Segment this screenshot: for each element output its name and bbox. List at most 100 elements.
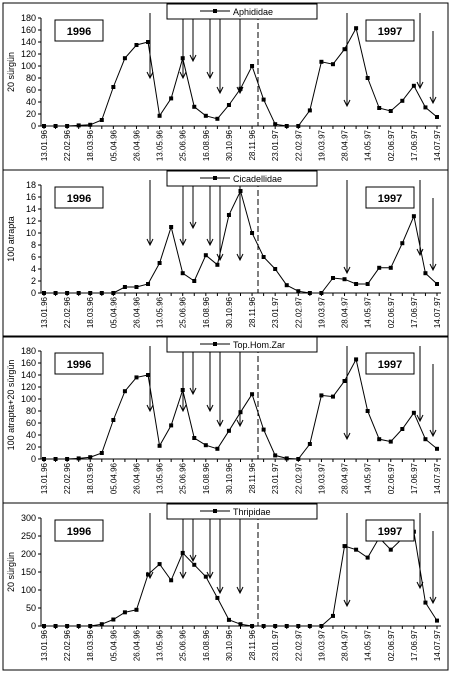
- point: [238, 410, 243, 415]
- point: [192, 562, 197, 567]
- x-tick-label: 28.04.97: [341, 296, 350, 328]
- y-tick-label: 6: [31, 252, 36, 262]
- point: [226, 617, 231, 622]
- x-tick-label: 26.04.96: [132, 296, 141, 328]
- point: [319, 291, 324, 295]
- point: [215, 595, 220, 600]
- x-tick-label: 30.10.96: [225, 629, 234, 661]
- y-tick-label: 100: [21, 585, 36, 595]
- x-tick-label: 05.04.96: [109, 296, 118, 328]
- point: [122, 56, 127, 61]
- arrow-head: [179, 238, 187, 247]
- x-tick-label: 16.08.96: [202, 629, 211, 661]
- point: [146, 572, 151, 577]
- point: [354, 357, 359, 362]
- arrow-head: [179, 71, 187, 80]
- point: [99, 451, 104, 455]
- x-tick-label: 05.04.96: [109, 462, 118, 494]
- point: [261, 255, 266, 259]
- x-tick-label: 18.03.96: [86, 629, 95, 661]
- y-tick-label: 0: [31, 288, 36, 298]
- arrow-head: [216, 253, 224, 262]
- point: [238, 622, 243, 627]
- x-tick-label: 23.01.97: [271, 296, 280, 328]
- x-tick-label: 02.06.97: [387, 462, 396, 494]
- x-tick-label: 17.06.97: [410, 296, 419, 328]
- point: [65, 624, 70, 628]
- point: [435, 446, 439, 451]
- point: [250, 64, 255, 68]
- point: [42, 124, 46, 128]
- y-tick-label: 140: [21, 37, 36, 47]
- y-tick-label: 18: [26, 180, 36, 190]
- arrow-head: [429, 429, 437, 438]
- point: [250, 231, 255, 235]
- y-tick-label: 20: [26, 442, 36, 452]
- point: [134, 285, 139, 289]
- point: [53, 291, 58, 295]
- x-tick-label: 14.07.97: [433, 462, 442, 494]
- annotation-box: [54, 19, 104, 42]
- y-tick-label: 40: [26, 430, 36, 440]
- arrow-head: [236, 253, 244, 262]
- point: [157, 562, 162, 567]
- x-tick-label: 22.02.97: [294, 129, 303, 161]
- x-tick-label: 14.05.97: [364, 462, 373, 494]
- arrow-head: [429, 263, 437, 272]
- y-tick-label: 80: [26, 406, 36, 416]
- point: [192, 279, 197, 283]
- y-tick-label: 4: [31, 264, 36, 274]
- legend-box: [166, 336, 318, 353]
- annotation-box: [54, 186, 104, 209]
- y-tick-label: 16: [26, 192, 36, 202]
- y-tick-label: 180: [21, 346, 36, 356]
- point: [99, 622, 104, 627]
- point: [111, 85, 116, 89]
- arrow-head: [206, 238, 214, 247]
- point: [192, 104, 197, 109]
- x-tick-label: 23.01.97: [271, 629, 280, 661]
- x-tick-label: 22.02.97: [294, 296, 303, 328]
- annotation: 1996: [67, 359, 91, 371]
- arrow-head: [236, 586, 244, 595]
- annotation: 1997: [378, 359, 402, 371]
- x-tick-label: 17.06.97: [410, 129, 419, 161]
- point: [330, 62, 335, 67]
- point: [319, 59, 324, 64]
- point: [273, 122, 278, 127]
- x-tick-label: 19.03.97: [317, 462, 326, 494]
- arrow-head: [343, 266, 351, 275]
- point: [284, 456, 289, 461]
- x-tick-label: 05.04.96: [109, 129, 118, 161]
- x-tick-label: 02.06.97: [387, 129, 396, 161]
- point: [423, 600, 428, 605]
- point: [330, 613, 335, 618]
- x-tick-label: 16.08.96: [202, 462, 211, 494]
- point: [226, 428, 231, 433]
- x-tick-label: 13.05.96: [156, 296, 165, 328]
- point: [365, 555, 370, 560]
- x-tick-label: 23.01.97: [271, 129, 280, 161]
- annotation-box: [54, 352, 104, 375]
- y-tick-label: 60: [26, 85, 36, 95]
- x-tick-label: 25.06.96: [179, 296, 188, 328]
- point: [319, 624, 324, 628]
- x-tick-label: 28.11.96: [248, 462, 257, 493]
- point: [88, 291, 93, 295]
- point: [342, 47, 347, 52]
- x-tick-label: 14.05.97: [364, 296, 373, 328]
- x-tick-label: 28.11.96: [248, 129, 257, 160]
- point: [423, 105, 428, 110]
- x-tick-label: 16.08.96: [202, 129, 211, 161]
- x-tick-label: 14.05.97: [364, 629, 373, 661]
- arrow-head: [206, 571, 214, 580]
- point: [180, 56, 185, 61]
- point: [388, 439, 393, 444]
- legend-box: [166, 503, 318, 520]
- x-tick-label: 14.07.97: [433, 296, 442, 328]
- point: [377, 106, 382, 110]
- point: [157, 113, 162, 118]
- annotation-box: [365, 19, 415, 42]
- x-tick-label: 28.04.97: [341, 462, 350, 494]
- x-tick-label: 30.10.96: [225, 296, 234, 328]
